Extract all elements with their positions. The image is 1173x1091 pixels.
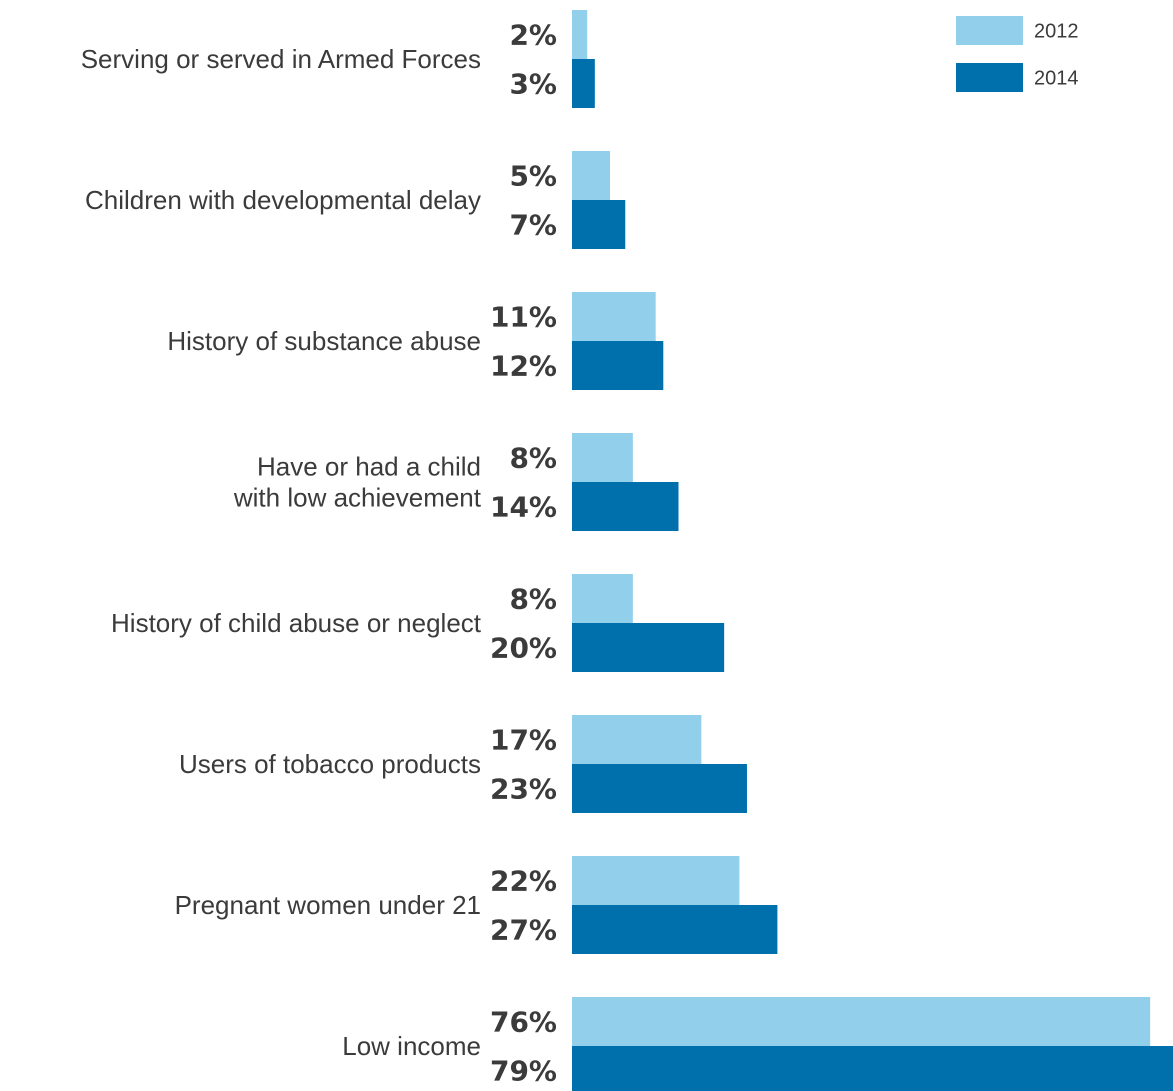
value-label-2012-0: 2% <box>509 19 557 52</box>
bar-2012-2 <box>572 292 656 341</box>
value-label-2014-5: 23% <box>490 773 557 806</box>
value-label-2012-7: 76% <box>490 1006 557 1039</box>
value-label-2014-1: 7% <box>509 209 557 242</box>
bar-2014-5 <box>572 764 747 813</box>
value-label-2012-4: 8% <box>509 583 557 616</box>
bar-2014-2 <box>572 341 664 390</box>
value-label-2012-5: 17% <box>490 724 557 757</box>
value-label-2014-2: 12% <box>490 350 557 383</box>
category-label-4: History of child abuse or neglect <box>111 608 482 638</box>
bar-2012-7 <box>572 997 1151 1046</box>
value-label-2012-2: 11% <box>490 301 557 334</box>
category-label-7: Low income <box>342 1031 481 1061</box>
category-label-3-line-1: with low achievement <box>233 483 482 513</box>
bar-2014-0 <box>572 59 595 108</box>
category-label-6: Pregnant women under 21 <box>175 890 481 920</box>
legend-label-2012: 2012 <box>1034 21 1079 43</box>
value-label-2014-3: 14% <box>490 491 557 524</box>
bar-2012-4 <box>572 574 633 623</box>
bar-2012-5 <box>572 715 702 764</box>
legend: 2012 2014 <box>956 16 1079 92</box>
legend-swatch-2012 <box>956 16 1023 45</box>
category-label-1: Children with developmental delay <box>85 185 481 215</box>
bar-2014-1 <box>572 200 626 249</box>
bar-2014-4 <box>572 623 725 672</box>
value-label-2012-1: 5% <box>509 160 557 193</box>
value-label-2014-4: 20% <box>490 632 557 665</box>
category-label-5: Users of tobacco products <box>179 749 481 779</box>
legend-swatch-2014 <box>956 63 1023 92</box>
value-label-2012-3: 8% <box>509 442 557 475</box>
value-label-2014-0: 3% <box>509 68 557 101</box>
bar-2014-3 <box>572 482 679 531</box>
labels-group: 2% 3% Serving or served in Armed Forces 5% 7… <box>81 19 557 1088</box>
bar-2012-3 <box>572 433 633 482</box>
bar-2014-7 <box>572 1046 1173 1091</box>
bar-2012-6 <box>572 856 740 905</box>
category-label-2: History of substance abuse <box>167 326 481 356</box>
bar-2014-6 <box>572 905 778 954</box>
category-label-0: Serving or served in Armed Forces <box>81 44 481 74</box>
bars-group <box>572 10 1173 1091</box>
bar-2012-1 <box>572 151 611 200</box>
value-label-2014-7: 79% <box>490 1055 557 1088</box>
value-label-2014-6: 27% <box>490 914 557 947</box>
legend-label-2014: 2014 <box>1034 68 1079 90</box>
bar-2012-0 <box>572 10 588 59</box>
value-label-2012-6: 22% <box>490 865 557 898</box>
category-label-3-line-0: Have or had a child <box>257 452 481 482</box>
